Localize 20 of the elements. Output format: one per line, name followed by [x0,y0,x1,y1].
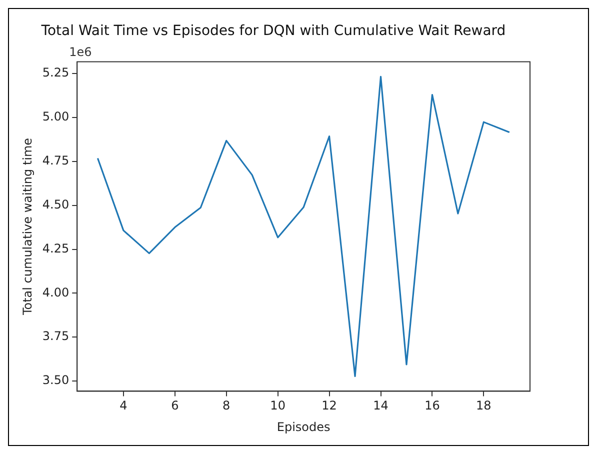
x-tick-label: 6 [171,398,179,413]
x-tick-label: 14 [373,398,388,413]
y-tick-label: 4.25 [42,241,70,256]
text: 1e6 [69,44,92,59]
y-tick-label: 4.50 [42,197,70,212]
x-tick-label: 8 [222,398,230,413]
x-tick-label: 4 [120,398,128,413]
y-axis-title: Total cumulative waiting time [20,138,34,316]
x-tick-label: 12 [322,398,337,413]
chart-title: Total Wait Time vs Episodes for DQN with Cumulative Wait Reward [40,23,506,40]
y-tick-label: 4.00 [42,285,70,300]
y-tick-label: 5.00 [42,110,70,124]
x-tick-label: 16 [424,398,440,413]
y-tick-label: 5.25 [42,66,70,80]
x-axis-title: Episodes [276,420,330,434]
x-tick-label: 10 [270,398,286,413]
y-tick-label: 3.50 [42,373,70,388]
y-tick-label: 3.75 [42,329,70,344]
y-tick-label: 4.75 [42,154,70,168]
x-tick-label: 18 [476,398,492,413]
